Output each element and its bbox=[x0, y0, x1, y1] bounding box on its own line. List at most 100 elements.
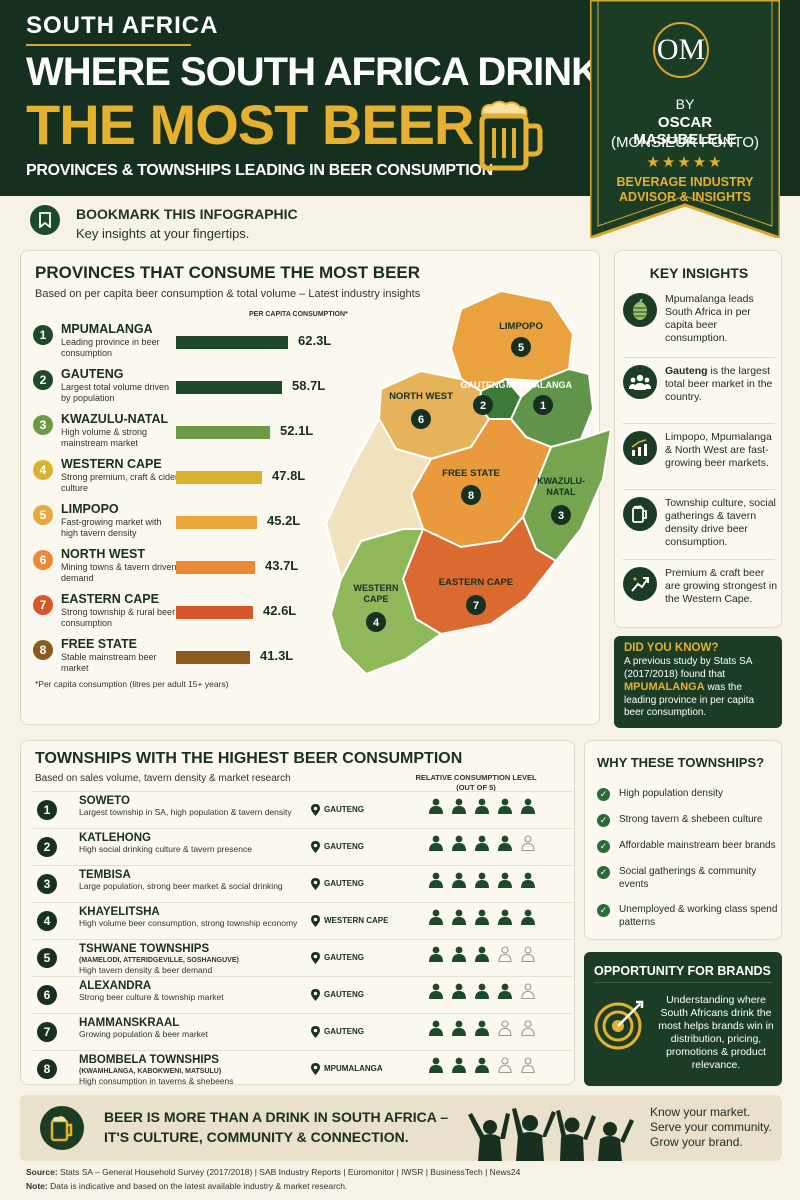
people-icon bbox=[623, 365, 657, 399]
bookmark-icon[interactable] bbox=[30, 205, 60, 235]
township-row: 1 SOWETO Largest township in SA, high popu… bbox=[33, 791, 573, 828]
source-line: Source: Stats SA – General Household Sur… bbox=[26, 1167, 520, 1177]
opportunity-body: Understanding where South Africans drink… bbox=[658, 994, 774, 1071]
why-townships-card: WHY THESE TOWNSHIPS? ✓ High population de… bbox=[584, 740, 782, 940]
rank-badge: 6 bbox=[37, 985, 57, 1005]
township-desc: (MAMELODI, ATTERIDGEVILLE, SOSHANGUVE) Hi… bbox=[79, 956, 299, 975]
person-filled-icon bbox=[452, 872, 466, 888]
location-pin-icon bbox=[311, 915, 320, 927]
province-row: 6 NORTH WEST Mining towns & tavern driven … bbox=[33, 544, 363, 594]
why-title: WHY THESE TOWNSHIPS? bbox=[597, 755, 765, 770]
divider bbox=[26, 44, 191, 46]
did-you-know-body: A previous study by Stats SA (2017/2018)… bbox=[624, 656, 776, 720]
map-num-eastern-cape: 7 bbox=[473, 600, 479, 612]
map-num-gauteng: 2 bbox=[480, 400, 486, 412]
why-text: High population density bbox=[619, 788, 723, 799]
person-filled-icon bbox=[498, 909, 512, 925]
location-pin-icon bbox=[311, 952, 320, 964]
consumption-value: 42.6L bbox=[263, 603, 297, 618]
province-row: 5 LIMPOPO Fast-growing market with high ta… bbox=[33, 499, 363, 549]
person-filled-icon bbox=[429, 872, 443, 888]
township-name: HAMMANSKRAAL bbox=[79, 1017, 180, 1029]
township-desc-text: High tavern density & beer demand bbox=[79, 964, 213, 975]
rank-badge: 4 bbox=[33, 460, 53, 480]
divider bbox=[594, 982, 772, 983]
consumption-value: 62.3L bbox=[298, 333, 332, 348]
person-filled-icon bbox=[498, 835, 512, 851]
province-desc: Fast-growing market with high tavern den… bbox=[61, 517, 162, 538]
role-line-1: BEVERAGE INDUSTRY bbox=[616, 175, 754, 189]
author-badge bbox=[590, 0, 780, 238]
person-filled-icon bbox=[475, 983, 489, 999]
person-filled-icon bbox=[429, 1020, 443, 1036]
per-capita-label: PER CAPITA CONSUMPTION* bbox=[249, 311, 348, 318]
rank-badge: 5 bbox=[37, 948, 57, 968]
insight-text: Limpopo, Mpumalanga & North West are fas… bbox=[665, 431, 772, 469]
township-row: 3 TEMBISA Large population, strong beer ma… bbox=[33, 865, 573, 902]
province-name: EASTERN CAPE bbox=[61, 592, 159, 606]
township-desc: Strong beer culture & township market bbox=[79, 992, 299, 1003]
province-location: GAUTENG bbox=[311, 1026, 364, 1038]
province-location: GAUTENG bbox=[311, 878, 364, 890]
person-filled-icon bbox=[475, 835, 489, 851]
check-icon: ✓ bbox=[597, 788, 610, 801]
rank-badge: 5 bbox=[33, 505, 53, 525]
consumption-value: 43.7L bbox=[265, 558, 299, 573]
township-row: 8 MBOMBELA TOWNSHIPS (KWAMHLANGA, KABOKWEN… bbox=[33, 1050, 573, 1087]
consumption-value: 45.2L bbox=[267, 513, 301, 528]
province-location: WESTERN CAPE bbox=[311, 915, 388, 927]
person-filled-icon bbox=[452, 1057, 466, 1073]
location-pin-icon bbox=[311, 989, 320, 1001]
person-filled-icon bbox=[498, 798, 512, 814]
location-pin-icon bbox=[311, 804, 320, 816]
banner-line-2: IT'S CULTURE, COMMUNITY & CONNECTION. bbox=[104, 1129, 409, 1145]
insight-text: Premium & craft beer are growing stronge… bbox=[665, 567, 778, 605]
map-label-wc-1: WESTERN bbox=[354, 583, 399, 593]
beer-mug-icon bbox=[479, 100, 543, 171]
consumption-level bbox=[429, 1057, 535, 1073]
province-row: 3 KWAZULU-NATAL High volume & strong mains… bbox=[33, 409, 363, 459]
person-filled-icon bbox=[452, 798, 466, 814]
check-icon: ✓ bbox=[597, 840, 610, 853]
consumption-level bbox=[429, 983, 535, 999]
badge-content: OM BY OSCAR MASUBELELE (MONSIEUR PONTO) … bbox=[605, 0, 765, 210]
consumption-bar bbox=[176, 471, 262, 484]
provinces-footnote: *Per capita consumption (litres per adul… bbox=[35, 679, 229, 689]
by-label: BY bbox=[675, 96, 695, 112]
dyk-after: was the leading province in per capita b… bbox=[624, 682, 755, 718]
province-label: GAUTENG bbox=[324, 953, 364, 963]
consumption-level bbox=[429, 872, 535, 888]
township-row: 7 HAMMANSKRAAL Growing population & beer m… bbox=[33, 1013, 573, 1050]
person-empty-icon bbox=[521, 835, 535, 851]
source-text: Stats SA – General Household Survey (201… bbox=[60, 1167, 521, 1177]
rank-badge: 7 bbox=[37, 1022, 57, 1042]
rank-badge: 6 bbox=[33, 550, 53, 570]
province-location: GAUTENG bbox=[311, 841, 364, 853]
person-filled-icon bbox=[475, 872, 489, 888]
divider bbox=[623, 489, 775, 490]
rank-badge: 1 bbox=[33, 325, 53, 345]
region-tag: SOUTH AFRICA bbox=[26, 12, 219, 39]
map-label-north-west: NORTH WEST bbox=[389, 391, 453, 402]
person-filled-icon bbox=[452, 835, 466, 851]
person-filled-icon bbox=[475, 1057, 489, 1073]
title-line-2: THE MOST BEER bbox=[26, 93, 474, 156]
provinces-subtitle: Based on per capita beer consumption & t… bbox=[35, 288, 421, 300]
note-line: Note: Data is indicative and based on th… bbox=[26, 1181, 347, 1191]
banner-slogans: Know your market. Serve your community. … bbox=[650, 1105, 772, 1150]
subtitle: PROVINCES & TOWNSHIPS LEADING IN BEER CO… bbox=[26, 162, 493, 179]
source-label: Source: bbox=[26, 1167, 58, 1177]
province-desc: Stable mainstream beer market bbox=[61, 652, 157, 673]
map-label-wc-2: CAPE bbox=[363, 594, 388, 604]
rank-badge: 2 bbox=[37, 837, 57, 857]
consumption-bar bbox=[176, 606, 253, 619]
author-alias: (MONSIEUR PONTO) bbox=[610, 134, 760, 151]
province-desc: Leading province in beer consumption bbox=[61, 337, 160, 358]
consumption-value: 41.3L bbox=[260, 648, 294, 663]
why-text: Social gatherings & community events bbox=[619, 866, 757, 890]
person-filled-icon bbox=[498, 983, 512, 999]
opportunity-title: OPPORTUNITY FOR BRANDS bbox=[594, 964, 771, 978]
bookmark-subtitle: Key insights at your fingertips. bbox=[76, 226, 250, 241]
person-filled-icon bbox=[452, 983, 466, 999]
opportunity-box: OPPORTUNITY FOR BRANDS Understanding whe… bbox=[584, 952, 782, 1086]
